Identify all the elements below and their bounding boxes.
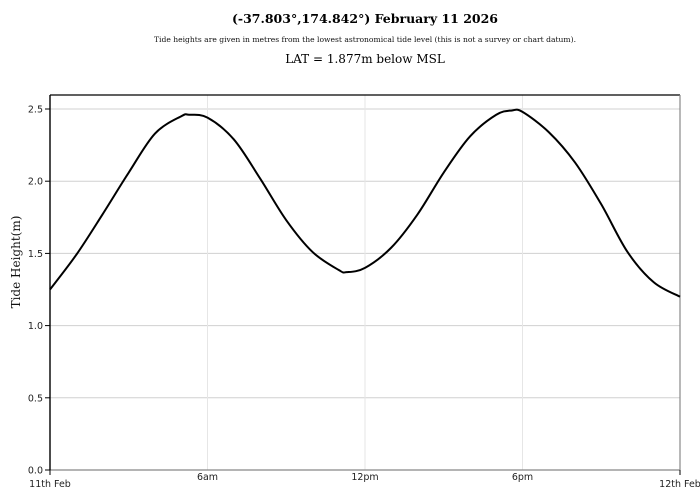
- y-tick-label: 1.0: [28, 321, 43, 332]
- x-tick-label: 6pm: [512, 472, 533, 483]
- y-axis-ticks: 0.0 0.5 1.0 1.5 2.0 2.5: [28, 105, 50, 477]
- x-tick-label: 11th Feb: [29, 479, 71, 490]
- y-tick-label: 2.5: [28, 105, 43, 116]
- y-tick-label: 0.0: [28, 466, 43, 477]
- axes: [49, 94, 681, 471]
- chart-subtitle: Tide heights are given in metres from th…: [153, 35, 577, 44]
- x-tick-label: 6am: [197, 472, 218, 483]
- x-tick-label: 12th Feb: [659, 479, 700, 490]
- y-tick-label: 0.5: [28, 393, 43, 404]
- y-tick-label: 2.0: [28, 177, 43, 188]
- x-tick-label: 12pm: [351, 472, 378, 483]
- gridlines: [50, 95, 680, 470]
- y-tick-label: 1.5: [28, 249, 43, 260]
- lat-note: LAT = 1.877m below MSL: [285, 52, 445, 66]
- y-axis-label: Tide Height(m): [9, 216, 23, 309]
- x-axis-ticks: 11th Feb 6am 12pm 6pm 12th Feb: [29, 470, 700, 490]
- tide-height-line: [49, 108, 681, 298]
- chart-title: (-37.803°,174.842°) February 11 2026: [232, 11, 498, 26]
